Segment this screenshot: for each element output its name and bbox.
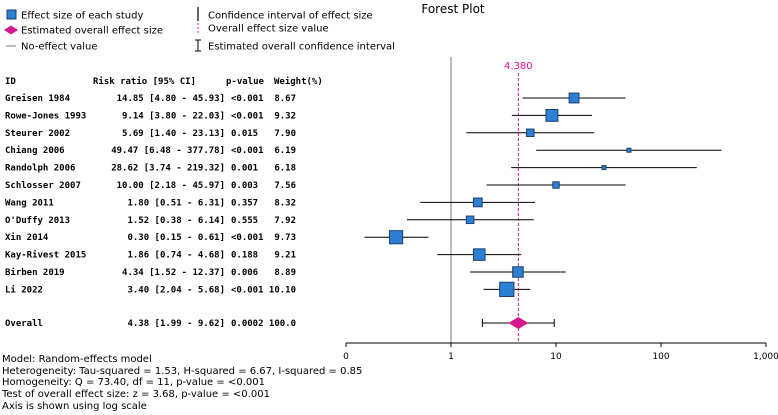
header-risk-ratio: Risk ratio [95% CI] xyxy=(93,76,196,87)
study-p-value: <0.001 xyxy=(231,285,264,295)
study-weight: 6.19 xyxy=(274,146,296,156)
study-weight: 8.89 xyxy=(274,268,296,278)
x-axis-tick-label: 100 xyxy=(652,352,669,362)
study-id: Birben 2019 xyxy=(5,267,65,278)
overall-effect-diamond xyxy=(508,317,529,329)
legend-effect-size-label: Effect size of each study xyxy=(21,11,143,22)
study-id: Greisen 1984 xyxy=(5,93,71,104)
study-id: Li 2022 xyxy=(5,284,43,295)
header-id: ID xyxy=(5,77,16,87)
study-id: Kay-Rivest 2015 xyxy=(5,250,86,261)
study-risk-ratio: 10.00 [2.18 - 45.97] xyxy=(117,181,225,191)
legend-square-icon xyxy=(6,9,17,20)
footer-axis-note: Axis is shown using log scale xyxy=(2,400,147,412)
study-risk-ratio: 49.47 [6.48 - 377.78] xyxy=(111,146,225,156)
study-effect-square xyxy=(601,165,607,171)
x-axis-tick-label: 1 xyxy=(448,352,454,362)
legend-overall-ci-icon xyxy=(195,39,201,52)
study-risk-ratio: 4.34 [1.52 - 12.37] xyxy=(122,268,225,278)
legend-overall-effect-label: Estimated overall effect size xyxy=(21,26,163,37)
study-risk-ratio: 14.85 [4.80 - 45.93] xyxy=(117,94,225,104)
legend: Effect size of each study Estimated over… xyxy=(4,7,395,53)
study-weight: 10.10 xyxy=(269,285,296,295)
study-risk-ratio: 1.86 [0.74 - 4.68] xyxy=(127,251,225,261)
study-p-value: <0.001 xyxy=(231,94,264,104)
legend-overall-value-label: Overall effect size value xyxy=(208,24,329,35)
study-effect-square xyxy=(552,181,560,189)
header-weight: Weight(%) xyxy=(274,76,323,87)
study-p-value: 0.188 xyxy=(231,251,258,261)
study-p-value: 0.006 xyxy=(231,268,258,278)
study-effect-square xyxy=(389,230,404,245)
study-effect-square xyxy=(473,248,486,261)
study-risk-ratio: 1.52 [0.38 - 6.14] xyxy=(127,216,225,226)
study-risk-ratio: 5.69 [1.40 - 23.13] xyxy=(122,129,225,139)
x-axis-tick-label: 1,000 xyxy=(753,352,778,362)
study-weight: 7.92 xyxy=(274,216,296,226)
study-effect-square xyxy=(526,128,535,138)
study-weight: 8.32 xyxy=(274,198,296,208)
overall-risk-ratio: 4.38 [1.99 - 9.62] xyxy=(127,319,225,329)
overall-id: Overall xyxy=(5,319,43,329)
study-p-value: 0.555 xyxy=(231,216,258,226)
study-p-value: 0.357 xyxy=(231,198,258,208)
study-p-value: <0.001 xyxy=(231,111,264,121)
study-effect-square xyxy=(512,266,524,278)
study-effect-square xyxy=(465,215,475,225)
overall-weight: 100.0 xyxy=(269,319,296,329)
table-header: ID Risk ratio [95% CI] p-value Weight(%) xyxy=(5,76,323,87)
footer-model: Model: Random-effects model xyxy=(2,354,152,365)
plot-area: 4.380 0 1 10 100 1,000 xyxy=(343,57,778,362)
study-weight: 6.18 xyxy=(274,164,296,174)
legend-ci-effect-label: Confidence interval of effect size xyxy=(208,11,373,22)
study-risk-ratio: 1.80 [0.51 - 6.31] xyxy=(127,198,225,208)
study-risk-ratio: 9.14 [3.80 - 22.03] xyxy=(122,111,225,121)
overall-p-value: 0.0002 xyxy=(231,319,264,329)
x-axis-tick-label: 0 xyxy=(343,352,349,362)
chart-title: Forest Plot xyxy=(421,2,485,16)
study-id: Chiang 2006 xyxy=(5,145,65,156)
legend-no-effect-label: No-effect value xyxy=(21,42,98,53)
study-p-value: 0.001 xyxy=(231,164,258,174)
study-id: O'Duffy 2013 xyxy=(5,216,70,226)
study-id: Schlosser 2007 xyxy=(5,181,81,191)
study-p-value: 0.015 xyxy=(231,129,258,139)
study-weight: 9.32 xyxy=(274,111,296,121)
footer-test: Test of overall effect size: z = 3.68, p… xyxy=(2,389,270,401)
study-weight: 8.67 xyxy=(274,94,296,104)
overall-value-label: 4.380 xyxy=(504,61,533,72)
study-risk-ratio: 3.40 [2.04 - 5.68] xyxy=(127,285,225,295)
study-id: Xin 2014 xyxy=(5,232,49,243)
study-weight: 9.21 xyxy=(274,251,296,261)
study-p-value: 0.003 xyxy=(231,181,258,191)
study-p-value: <0.001 xyxy=(231,146,264,156)
legend-diamond-icon xyxy=(4,25,18,35)
legend-overall-ci-label: Estimated overall confidence interval xyxy=(208,42,395,53)
study-effect-square xyxy=(499,281,515,298)
study-weight: 7.56 xyxy=(274,181,296,191)
study-effect-square xyxy=(626,147,632,153)
study-weight: 9.73 xyxy=(274,233,296,243)
study-risk-ratio: 28.62 [3.74 - 219.32] xyxy=(111,164,225,174)
x-axis-tick-label: 10 xyxy=(550,352,562,362)
study-effect-square xyxy=(472,197,483,208)
header-p-value: p-value xyxy=(226,77,265,87)
study-effect-square xyxy=(568,92,580,104)
study-weight: 7.90 xyxy=(274,129,296,139)
footer-heterogeneity: Heterogeneity: Tau-squared = 1.53, H-squ… xyxy=(2,365,363,377)
study-id: Rowe-Jones 1993 xyxy=(5,111,86,121)
table-body: Greisen 1984 14.85 [4.80 - 45.93] <0.001 8.… xyxy=(5,93,296,329)
study-effect-square xyxy=(545,108,559,122)
footer-homogeneity: Homogeneity: Q = 73.40, df = 11, p-value… xyxy=(2,377,265,389)
study-id: Wang 2011 xyxy=(5,198,54,208)
footer-stats: Model: Random-effects model Heterogeneit… xyxy=(2,354,362,413)
study-id: Steurer 2002 xyxy=(5,129,70,139)
study-p-value: <0.001 xyxy=(231,233,264,243)
study-id: Randolph 2006 xyxy=(5,164,75,174)
study-risk-ratio: 0.30 [0.15 - 0.61] xyxy=(127,233,225,243)
